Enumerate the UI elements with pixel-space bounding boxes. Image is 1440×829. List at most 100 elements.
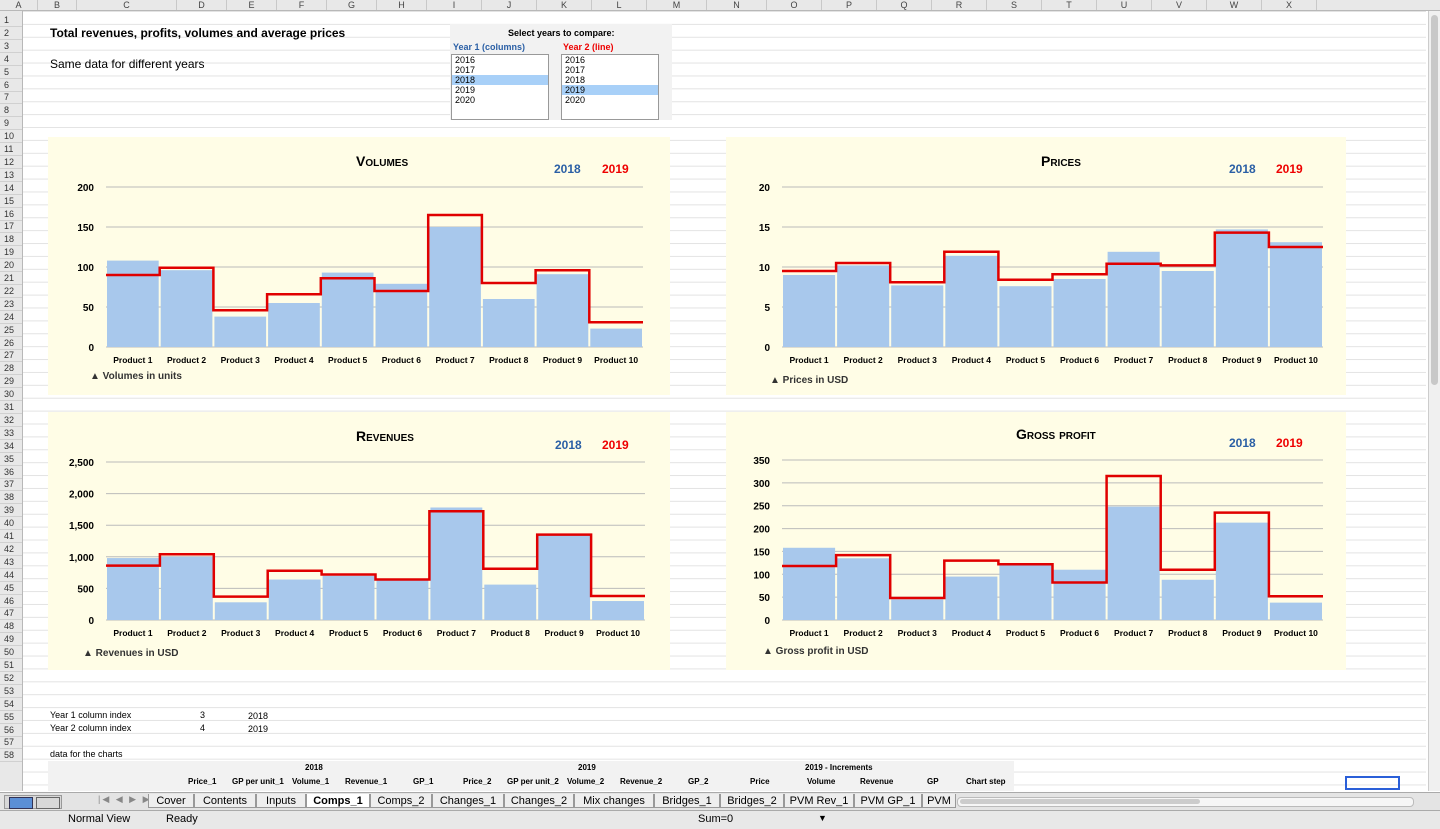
row-header[interactable]: 53 xyxy=(0,685,22,698)
sheet-tab[interactable]: Bridges_1 xyxy=(654,794,720,808)
row-header[interactable]: 58 xyxy=(0,749,22,763)
column-header[interactable]: Q xyxy=(877,0,932,10)
year2-listbox[interactable]: 2016 2017 2018 2019 2020 xyxy=(561,54,659,120)
row-header[interactable]: 18 xyxy=(0,233,22,247)
bar-2018[interactable] xyxy=(999,565,1052,620)
sheet-tab[interactable]: Comps_2 xyxy=(370,794,432,808)
row-header[interactable]: 17 xyxy=(0,220,22,234)
sheet-tab[interactable]: Inputs xyxy=(256,794,306,808)
bar-2018[interactable] xyxy=(1215,522,1268,620)
bar-2018[interactable] xyxy=(482,299,535,347)
row-header[interactable]: 9 xyxy=(0,117,22,131)
year1-listbox[interactable]: 2016 2017 2018 2019 2020 xyxy=(451,54,549,120)
row-header[interactable]: 34 xyxy=(0,440,22,453)
row-header[interactable]: 45 xyxy=(0,582,22,595)
row-header[interactable]: 39 xyxy=(0,504,22,518)
sheet-tab[interactable]: Mix changes xyxy=(574,794,654,808)
year-option[interactable]: 2017 xyxy=(455,65,476,75)
row-header[interactable]: 46 xyxy=(0,595,22,608)
year-option[interactable]: 2019 xyxy=(562,85,658,95)
year-option[interactable]: 2018 xyxy=(452,75,548,85)
column-header[interactable]: H xyxy=(377,0,427,10)
bar-2018[interactable] xyxy=(1161,271,1214,347)
row-header[interactable]: 40 xyxy=(0,517,22,531)
row-header[interactable]: 10 xyxy=(0,130,22,144)
sum-display[interactable]: Sum=0 xyxy=(698,813,734,825)
row-header[interactable]: 32 xyxy=(0,414,22,427)
bar-2018[interactable] xyxy=(891,285,944,347)
tab-nav-arrows-icon[interactable]: |◀ ◀ ▶ ▶| xyxy=(98,794,156,804)
row-header[interactable]: 30 xyxy=(0,388,22,402)
row-header[interactable]: 28 xyxy=(0,362,22,376)
bar-2018[interactable] xyxy=(375,283,428,347)
column-header[interactable]: T xyxy=(1042,0,1097,10)
column-header[interactable]: C xyxy=(77,0,177,10)
sheet-tab[interactable]: Changes_1 xyxy=(432,794,504,808)
row-header[interactable]: 20 xyxy=(0,259,22,273)
row-header[interactable]: 8 xyxy=(0,104,22,118)
bar-2018[interactable] xyxy=(837,558,890,620)
year-option[interactable]: 2016 xyxy=(455,55,476,65)
selected-cell[interactable] xyxy=(1345,776,1400,790)
bar-2018[interactable] xyxy=(322,575,375,620)
row-header[interactable]: 27 xyxy=(0,349,22,363)
cell-grid[interactable] xyxy=(23,11,1426,791)
bar-2018[interactable] xyxy=(945,255,998,347)
prices-chart[interactable]: 0 5 10 15 20 Product 1 Product 2 Product 3 Produ… xyxy=(726,137,1346,395)
bar-2018[interactable] xyxy=(783,547,836,620)
column-header[interactable]: V xyxy=(1152,0,1207,10)
row-header[interactable]: 14 xyxy=(0,182,22,195)
step-line-2019[interactable] xyxy=(106,510,645,598)
step-line-2019[interactable] xyxy=(782,474,1323,600)
column-header[interactable]: M xyxy=(647,0,707,10)
row-header[interactable]: 36 xyxy=(0,466,22,479)
row-header[interactable]: 19 xyxy=(0,246,22,260)
step-line-2019[interactable] xyxy=(106,213,643,324)
column-header[interactable]: I xyxy=(427,0,482,10)
row-header[interactable]: 5 xyxy=(0,66,22,79)
bar-2018[interactable] xyxy=(268,579,321,620)
column-header[interactable]: N xyxy=(707,0,767,10)
column-header[interactable]: R xyxy=(932,0,987,10)
bar-2018[interactable] xyxy=(160,270,213,347)
sheet-tab[interactable]: PVM GP_1 xyxy=(854,794,922,808)
column-header[interactable]: J xyxy=(482,0,537,10)
row-header[interactable]: 42 xyxy=(0,543,22,556)
bar-2018[interactable] xyxy=(107,558,159,620)
row-header[interactable]: 26 xyxy=(0,337,22,350)
row-header[interactable]: 38 xyxy=(0,491,22,505)
bar-2018[interactable] xyxy=(429,227,481,347)
bar-2018[interactable] xyxy=(1107,251,1160,347)
column-header[interactable]: X xyxy=(1262,0,1317,10)
row-header[interactable]: 2 xyxy=(0,27,22,40)
column-header[interactable]: L xyxy=(592,0,647,10)
bar-2018[interactable] xyxy=(999,286,1052,347)
column-header[interactable]: E xyxy=(227,0,277,10)
bar-2018[interactable] xyxy=(536,274,589,347)
bar-2018[interactable] xyxy=(107,260,159,347)
bar-2018[interactable] xyxy=(1215,229,1268,347)
row-header[interactable]: 31 xyxy=(0,401,22,414)
bar-2018[interactable] xyxy=(1053,569,1106,620)
bar-2018[interactable] xyxy=(891,599,944,620)
row-header[interactable]: 13 xyxy=(0,169,22,182)
row-header[interactable]: 7 xyxy=(0,91,22,105)
sheet-tab[interactable]: Comps_1 xyxy=(306,794,370,808)
sheet-tab[interactable]: PVM xyxy=(922,794,956,808)
view-toggle[interactable] xyxy=(4,795,62,809)
bar-2018[interactable] xyxy=(1269,602,1322,620)
sheet-tab[interactable]: PVM Rev_1 xyxy=(784,794,854,808)
normal-view-icon[interactable] xyxy=(9,797,33,809)
row-header[interactable]: 41 xyxy=(0,530,22,543)
row-header[interactable]: 11 xyxy=(0,143,22,156)
row-header[interactable]: 1 xyxy=(0,14,22,27)
year-option[interactable]: 2020 xyxy=(455,95,476,105)
column-header[interactable]: K xyxy=(537,0,592,10)
row-header[interactable]: 23 xyxy=(0,298,22,311)
year-option[interactable]: 2020 xyxy=(565,95,586,105)
bar-2018[interactable] xyxy=(1161,579,1214,620)
row-header[interactable]: 51 xyxy=(0,659,22,672)
bar-2018[interactable] xyxy=(321,272,374,347)
year-option[interactable]: 2016 xyxy=(565,55,586,65)
row-header[interactable]: 15 xyxy=(0,195,22,208)
